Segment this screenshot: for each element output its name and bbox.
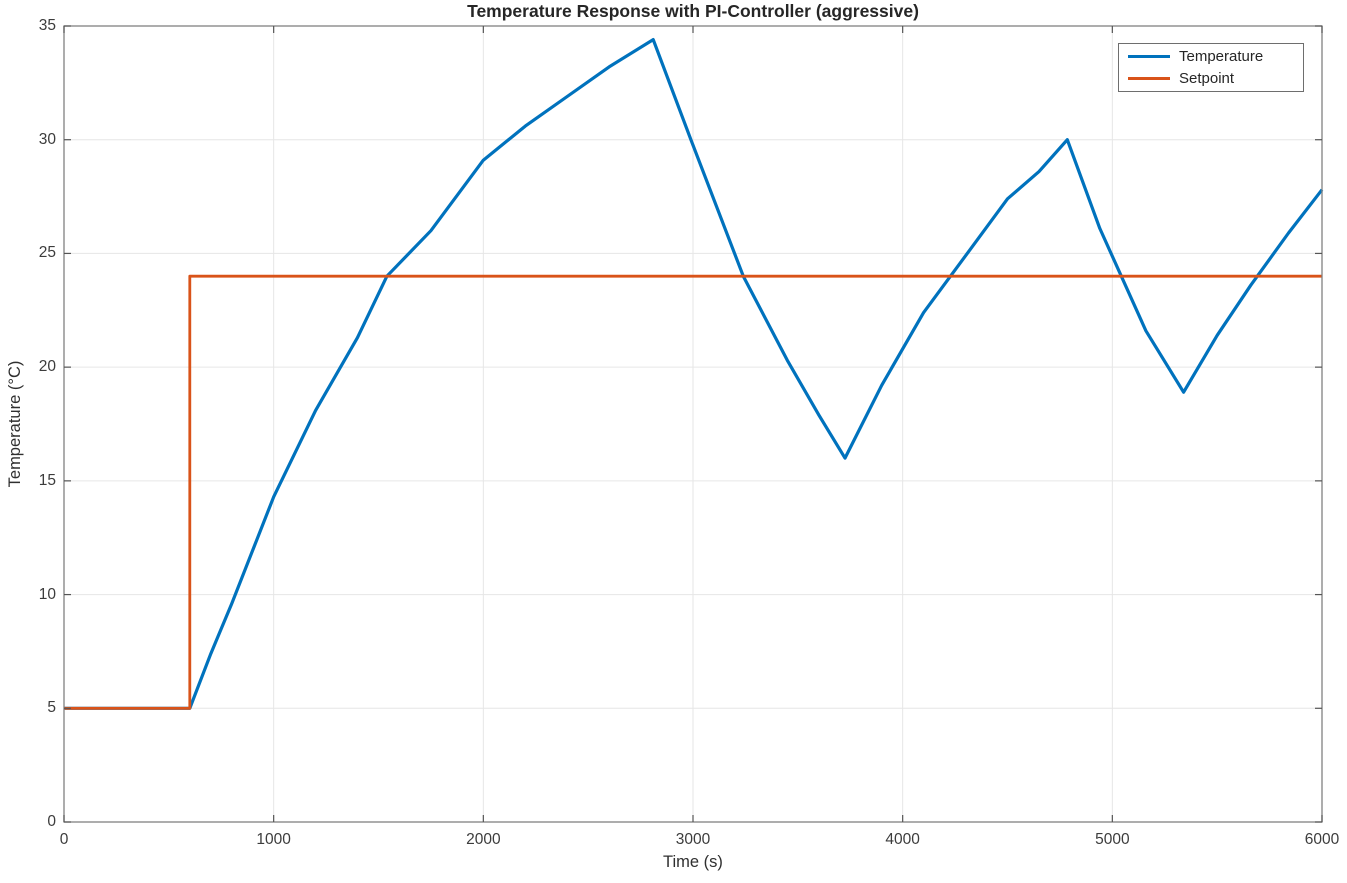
y-tick-label: 20 (38, 358, 56, 376)
y-tick-label: 10 (38, 585, 56, 603)
x-tick-label: 2000 (466, 831, 501, 848)
setpoint-line (64, 274, 1322, 710)
x-tick-label: 3000 (675, 831, 711, 848)
x-axis-label: Time (s) (663, 853, 723, 871)
legend-line-temperature (1128, 55, 1170, 59)
legend-line-setpoint (1128, 76, 1170, 80)
x-tick-label: 0 (59, 831, 69, 848)
x-tick-label: 1000 (256, 831, 291, 848)
legend-item-temperature: Temperature (1128, 46, 1303, 68)
y-axis-label: Temperature (°C) (6, 360, 24, 488)
legend-item-setpoint: Setpoint (1128, 68, 1303, 90)
y-tick-label: 30 (38, 130, 56, 148)
x-tick-label: 4000 (885, 831, 920, 848)
temperature-line (64, 37, 1324, 710)
legend-label-setpoint: Setpoint (1179, 69, 1235, 87)
y-tick-label: 5 (47, 699, 56, 717)
x-tick-label: 6000 (1304, 831, 1340, 848)
y-tick-label: 15 (38, 471, 56, 489)
y-tick-label: 35 (38, 17, 56, 34)
chart-title: Temperature Response with PI-Controller … (467, 1, 919, 21)
x-tick-label: 5000 (1095, 831, 1130, 848)
legend-label-temperature: Temperature (1179, 48, 1264, 66)
y-tick-label: 0 (47, 813, 56, 830)
y-tick-label: 25 (38, 244, 56, 262)
legend: Temperature Setpoint (1118, 43, 1304, 92)
